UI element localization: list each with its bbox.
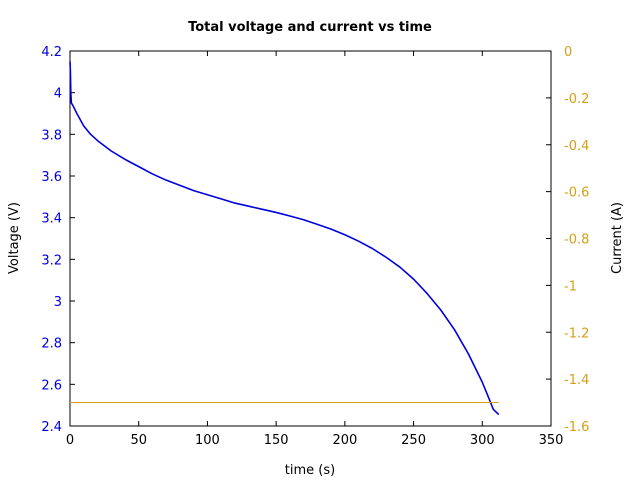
y2-tick-label: -1.4 bbox=[564, 373, 589, 388]
plot-frame bbox=[69, 50, 552, 427]
y2-tick-label: -1.2 bbox=[564, 326, 589, 341]
x-tick-label: 0 bbox=[66, 433, 74, 448]
y-tick-label: 2.8 bbox=[41, 337, 62, 352]
y-tick-label: 3.4 bbox=[41, 212, 62, 227]
x-tick-label: 250 bbox=[401, 433, 426, 448]
x-tick-label: 100 bbox=[195, 433, 220, 448]
x-tick-label: 350 bbox=[539, 433, 564, 448]
x-axis-label: time (s) bbox=[285, 463, 335, 478]
y-tick-label: 3.2 bbox=[41, 253, 62, 268]
series-layer bbox=[69, 61, 500, 416]
y2-tick-label: -0.2 bbox=[564, 92, 589, 107]
y-tick-label: 3 bbox=[54, 295, 62, 310]
y-tick-label: 4 bbox=[54, 87, 62, 102]
x-tick-label: 150 bbox=[264, 433, 289, 448]
y-axis-label: Voltage (V) bbox=[7, 202, 22, 274]
x-tick-label: 300 bbox=[470, 433, 495, 448]
y2-tick-label: 0 bbox=[564, 45, 572, 60]
y2-tick-label: -1.6 bbox=[564, 420, 589, 435]
y2-tick-label: -1 bbox=[564, 279, 577, 294]
voltage-series-line bbox=[69, 61, 500, 416]
y-tick-label: 3.6 bbox=[41, 170, 62, 185]
x-axis: 0 50 100 150 200 250 300 350 bbox=[66, 51, 564, 448]
y2-tick-label: -0.8 bbox=[564, 233, 589, 248]
y-axis-left: 2.4 2.6 2.8 3 3.2 3.4 3.6 3.8 4 4.2 bbox=[41, 45, 75, 435]
y-tick-label: 4.2 bbox=[41, 45, 62, 60]
x-tick-label: 200 bbox=[332, 433, 357, 448]
y2-axis-label: Current (A) bbox=[610, 202, 625, 274]
chart-title: Total voltage and current vs time bbox=[188, 20, 432, 35]
y-tick-label: 3.8 bbox=[41, 128, 62, 143]
y2-tick-label: -0.6 bbox=[564, 186, 589, 201]
y-axis-right: -1.6 -1.4 -1.2 -1 -0.8 -0.6 -0.4 -0.2 0 bbox=[546, 45, 589, 435]
y-tick-label: 2.6 bbox=[41, 378, 62, 393]
y2-tick-label: -0.4 bbox=[564, 139, 589, 154]
y-tick-label: 2.4 bbox=[41, 420, 62, 435]
x-tick-label: 50 bbox=[130, 433, 147, 448]
